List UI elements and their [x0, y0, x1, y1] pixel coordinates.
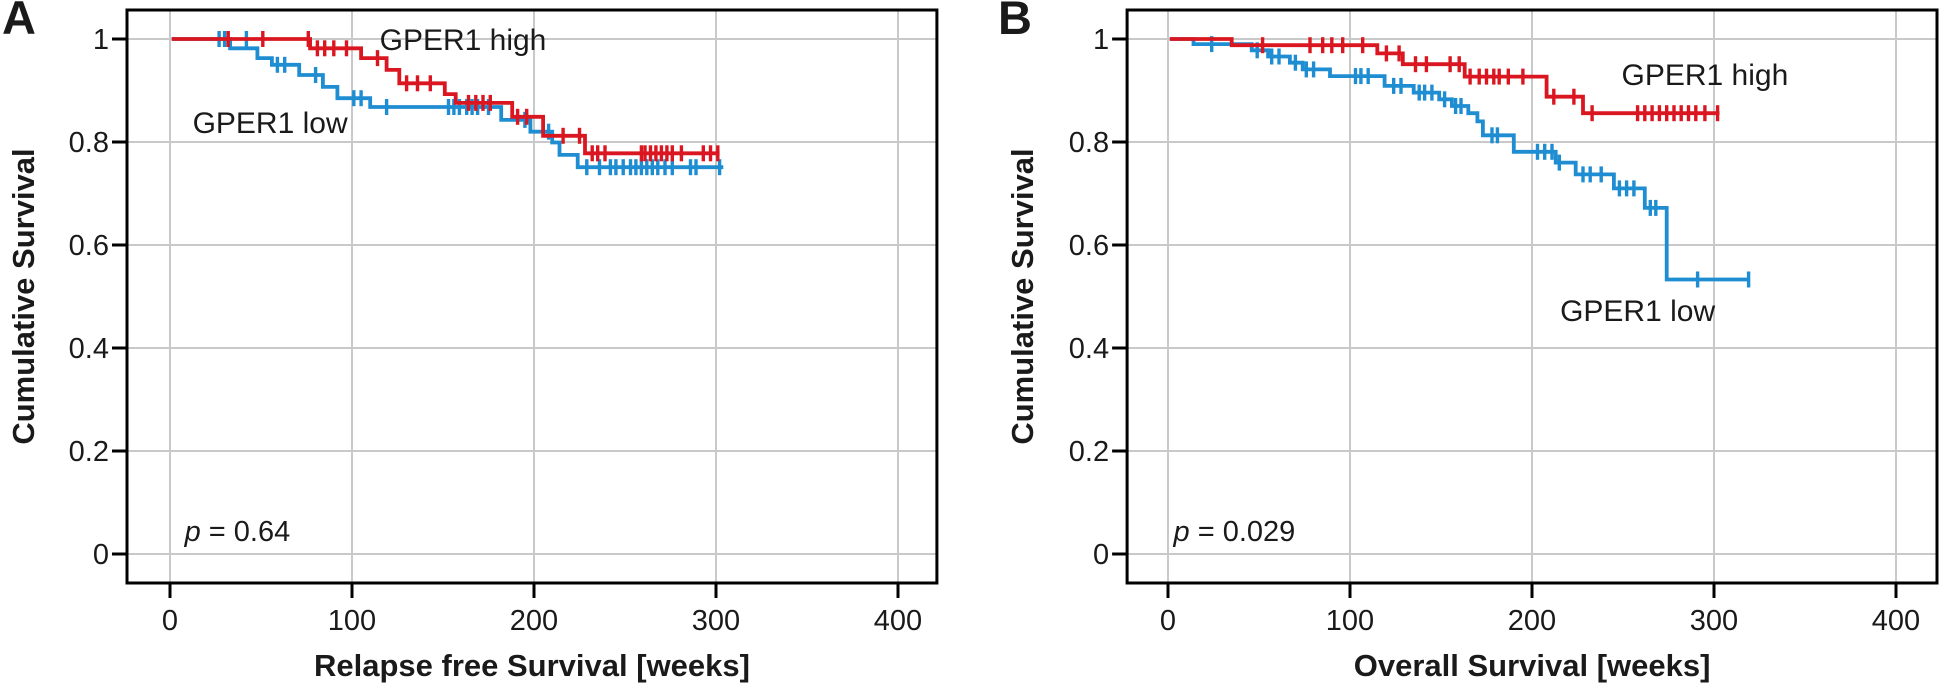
y-tick-label: 0.6: [1069, 230, 1109, 262]
series-label-gper1-low: GPER1 low: [1560, 295, 1715, 328]
y-tick-label: 0.4: [69, 333, 109, 365]
y-tick-label: 0.8: [69, 127, 109, 159]
y-tick-label: 0.4: [1069, 333, 1109, 365]
x-tick-label: 0: [162, 605, 178, 637]
p-value-label: p = 0.64: [184, 516, 291, 548]
survival-curve-gper1-high: [1169, 37, 1720, 116]
x-tick-label: 300: [1690, 605, 1738, 637]
plot-frame: [125, 8, 939, 585]
x-tick-label: 100: [1326, 605, 1374, 637]
y-tick-label: 1: [93, 24, 109, 56]
panel-B: GPER1 low GPER1 high 0 0.2 0.4 0.6 0.8 1 0 100 200…: [998, 0, 1939, 683]
y-tick-label: 0.6: [69, 230, 109, 262]
p-value-label: p = 0.029: [1173, 516, 1296, 548]
x-tick-label: 100: [328, 605, 376, 637]
y-axis-title: Cumulative Survival: [6, 148, 41, 444]
y-tick-label: 0: [93, 539, 109, 571]
x-tick-label: 200: [1508, 605, 1556, 637]
panel-A: GPER1 low GPER1 high 0 0.2 0.4 0.6 0.8 1 0 100 200…: [2, 0, 939, 683]
x-tick-label: 200: [510, 605, 558, 637]
y-tick-label: 0.8: [1069, 127, 1109, 159]
y-axis-title: Cumulative Survival: [1005, 148, 1040, 444]
survival-curve-gper1-high: [171, 37, 720, 156]
series-label-gper1-high: GPER1 high: [1622, 59, 1789, 92]
x-tick-label: 0: [1160, 605, 1176, 637]
censor-ticks-gper1-high: [1260, 37, 1720, 122]
series-label-gper1-high: GPER1 high: [380, 24, 547, 57]
x-tick-label: 300: [692, 605, 740, 637]
y-tick-label: 0: [1093, 539, 1109, 571]
y-tick-label: 0.2: [1069, 436, 1109, 468]
panel-letter: A: [2, 0, 36, 44]
x-tick-label: 400: [874, 605, 922, 637]
panel-letter: B: [998, 0, 1032, 44]
x-axis-title: Relapse free Survival [weeks]: [314, 648, 750, 683]
x-tick-label: 400: [1872, 605, 1920, 637]
censor-ticks-gper1-high: [226, 31, 720, 162]
series-label-gper1-low: GPER1 low: [193, 107, 348, 140]
y-tick-label: 0.2: [69, 436, 109, 468]
y-tick-label: 1: [1093, 24, 1109, 56]
x-axis-title: Overall Survival [weeks]: [1354, 648, 1711, 683]
